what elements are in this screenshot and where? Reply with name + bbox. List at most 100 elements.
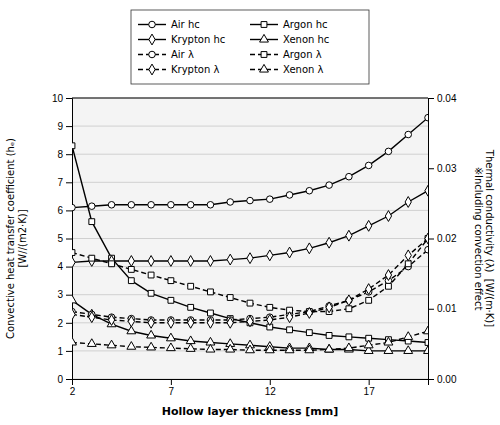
point [148, 256, 154, 267]
legend-item: Xenon λ [250, 64, 324, 75]
y2-axis: 0.000.010.020.030.04 [428, 93, 457, 385]
point [207, 201, 214, 208]
point [186, 344, 195, 352]
point [425, 246, 428, 253]
legend-swatch-marker [149, 51, 156, 58]
legend-item: Xenon hc [250, 34, 329, 45]
point [247, 300, 253, 306]
y-axis: 012345678910 [52, 93, 73, 385]
point [208, 310, 214, 316]
x-axis-title: Hollow layer thickness [mm] [162, 405, 338, 418]
point [88, 203, 95, 210]
tick-label: 2 [57, 318, 63, 329]
point [326, 237, 332, 248]
point [147, 330, 156, 338]
point [306, 308, 312, 319]
tick-label: 7 [57, 177, 63, 188]
legend-label: Xenon λ [283, 64, 324, 75]
tick-label: 6 [57, 205, 63, 216]
grid-line [72, 126, 428, 127]
tick-mark [66, 379, 72, 380]
tick: 7 [57, 177, 72, 188]
point [425, 233, 428, 244]
tick-mark [428, 98, 434, 99]
point [89, 255, 95, 261]
point [148, 317, 154, 328]
grid-line [72, 266, 428, 267]
legend-swatch-marker [261, 52, 267, 58]
point [168, 297, 174, 303]
point [227, 295, 233, 301]
point [425, 185, 428, 196]
point [72, 337, 76, 345]
point [267, 250, 273, 261]
legend-swatch-marker [260, 34, 269, 42]
tick-label: 1 [57, 346, 63, 357]
axis-title-line: ※Including convection effect [473, 167, 484, 311]
point [108, 315, 114, 326]
grid-line [72, 98, 428, 99]
axis-title-line: [W//(m2·K)] [17, 209, 28, 267]
legend: Air hcArgon hcKrypton hcXenon hcAir λArg… [131, 10, 369, 84]
tick: 17 [364, 379, 376, 397]
point [168, 278, 174, 284]
tick: 12 [265, 379, 277, 397]
point [207, 317, 213, 328]
point [404, 332, 413, 340]
y-axis-title: Convective heat transfer coefficient (hₑ… [5, 138, 28, 339]
point [147, 342, 156, 350]
tick-mark [66, 126, 72, 127]
tick: 1 [57, 346, 72, 357]
tick-label: 0.04 [437, 93, 457, 104]
legend-box [131, 10, 369, 84]
point [72, 143, 75, 149]
tick-mark [66, 182, 72, 183]
point [188, 304, 194, 310]
point [87, 339, 96, 347]
point [108, 256, 114, 267]
point [305, 345, 314, 353]
tick-mark [428, 379, 434, 380]
series [72, 185, 428, 268]
series-line [72, 118, 428, 208]
point [326, 302, 332, 313]
series-layer [72, 114, 428, 353]
tick: 3 [57, 289, 72, 300]
point [207, 256, 213, 267]
tick-mark [270, 379, 271, 385]
tick: 0.02 [428, 233, 457, 244]
point [168, 201, 175, 208]
point [326, 182, 333, 189]
point [366, 220, 372, 231]
point [265, 345, 274, 353]
grid-line [72, 210, 428, 211]
axis-domain [66, 99, 73, 380]
tick-mark [66, 98, 72, 99]
legend-label: Air λ [171, 49, 194, 60]
legend-label: Krypton λ [171, 64, 219, 75]
legend-label: Argon λ [283, 49, 322, 60]
y2-axis-title: Thermal conductivity (λ) [W/(m·K)]※Inclu… [473, 149, 496, 327]
point [227, 254, 233, 265]
axis-title-line: Convective heat transfer coefficient (hₑ… [5, 138, 16, 339]
x-axis: 271217 [70, 379, 429, 397]
point [286, 247, 292, 258]
point [72, 250, 75, 256]
point [107, 340, 116, 348]
tick: 0.04 [428, 93, 457, 104]
tick: 8 [57, 149, 72, 160]
point [325, 344, 334, 352]
point [326, 333, 332, 339]
grid-line [72, 294, 428, 295]
tick-label: 5 [57, 233, 63, 244]
point [385, 211, 391, 222]
legend-item: Argon λ [250, 49, 322, 60]
tick-label: 10 [52, 93, 64, 104]
tick: 2 [70, 379, 76, 397]
point [346, 334, 352, 340]
point [127, 342, 136, 350]
point [325, 344, 334, 352]
point [187, 201, 194, 208]
point [405, 131, 412, 138]
series-line [72, 300, 428, 351]
